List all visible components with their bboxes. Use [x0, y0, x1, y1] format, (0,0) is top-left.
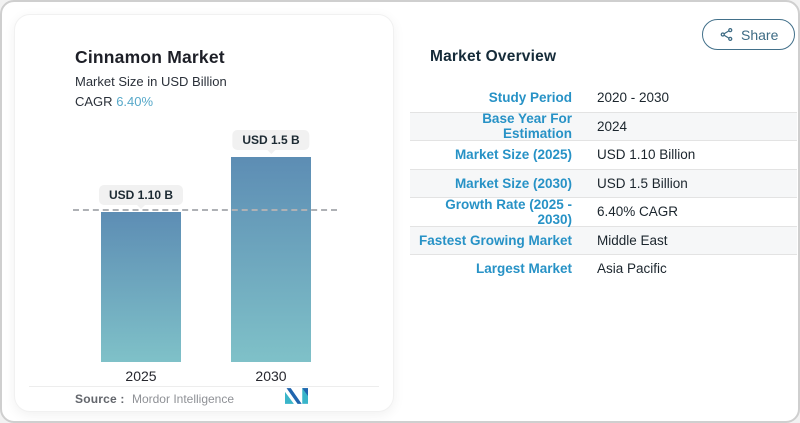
- chart-card: Cinnamon Market Market Size in USD Billi…: [14, 14, 394, 412]
- overview-row-label: Study Period: [488, 89, 572, 105]
- cagr-line: CAGR 6.40%: [75, 94, 153, 109]
- table-row: Study Period 2020 - 2030: [410, 83, 797, 112]
- table-row: Market Size (2025) USD 1.10 Billion: [410, 140, 797, 169]
- overview-row-label: Growth Rate (2025 - 2030): [445, 196, 572, 227]
- overview-row-value: Asia Pacific: [597, 261, 667, 277]
- overview-row-value: USD 1.10 Billion: [597, 147, 696, 163]
- cagr-label: CAGR: [75, 94, 113, 109]
- reference-dashline: [73, 209, 337, 211]
- overview-row-label: Base Year For Estimation: [482, 111, 572, 142]
- cagr-value: 6.40%: [116, 94, 154, 109]
- mordor-intelligence-logo-icon: [285, 388, 308, 409]
- bar-value-label: USD 1.10 B: [98, 185, 184, 205]
- overview-row-label: Fastest Growing Market: [418, 232, 572, 248]
- overview-heading: Market Overview: [430, 48, 557, 65]
- overview-row-value: 2020 - 2030: [597, 89, 670, 105]
- x-axis-label: 2025: [125, 368, 157, 384]
- chart-title: Cinnamon Market: [75, 47, 225, 67]
- card-footer-divider: [29, 386, 379, 387]
- overview-row-label: Market Size (2025): [454, 147, 572, 163]
- table-row: Growth Rate (2025 - 2030) 6.40% CAGR: [410, 196, 797, 227]
- share-button-label: Share: [741, 26, 779, 43]
- overview-table: Study Period 2020 - 2030 Base Year For E…: [410, 83, 797, 283]
- chart-subtitle: Market Size in USD Billion: [75, 74, 227, 89]
- bar-value-label: USD 1.5 B: [232, 130, 310, 150]
- source-row: Source : Mordor Intelligence: [75, 392, 234, 406]
- overview-row-label: Market Size (2030): [454, 175, 572, 191]
- table-row: Market Size (2030) USD 1.5 Billion: [410, 168, 797, 197]
- share-button[interactable]: Share: [702, 19, 796, 50]
- source-value: Mordor Intelligence: [131, 392, 235, 406]
- x-axis-label: 2030: [255, 368, 287, 384]
- table-row: Base Year For Estimation 2024: [410, 111, 797, 142]
- overview-row-value: 2024: [597, 118, 628, 134]
- overview-row-value: Middle East: [597, 232, 668, 248]
- source-label: Source :: [75, 392, 125, 406]
- overview-row-value: USD 1.5 Billion: [597, 175, 688, 191]
- table-row: Fastest Growing Market Middle East: [410, 225, 797, 254]
- table-row: Largest Market Asia Pacific: [410, 254, 797, 283]
- overview-row-label: Largest Market: [475, 261, 572, 277]
- share-nodes-icon: [719, 27, 734, 42]
- overview-row-value: 6.40% CAGR: [597, 204, 679, 220]
- bar-2030: [231, 157, 311, 362]
- bar-2025: [101, 212, 181, 362]
